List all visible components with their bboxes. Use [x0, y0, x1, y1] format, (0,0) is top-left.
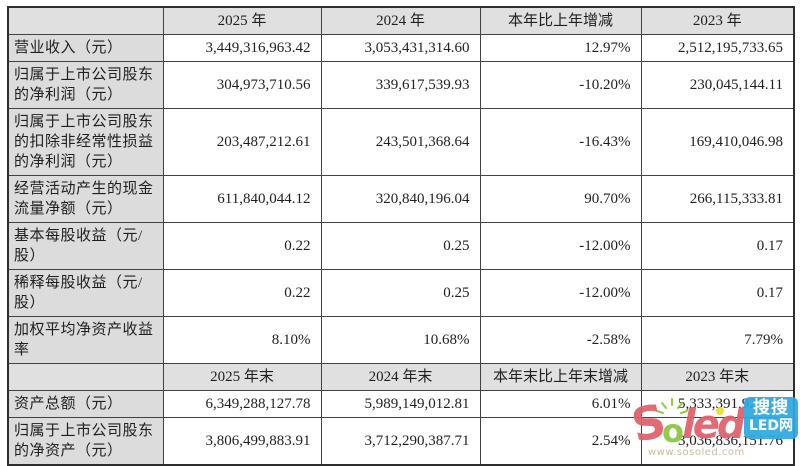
financial-summary-table: 2025 年 2024 年本年比上年增减 2023 年营业收入（元） 3,449,31… [7, 6, 795, 466]
cell-value: 7.79% [640, 316, 795, 364]
column-header: 本年比上年增减 [479, 6, 642, 35]
table-header-row: 2025 年 2024 年本年比上年增减 2023 年 [7, 6, 795, 35]
cell-value: -12.00% [479, 269, 642, 317]
table-row: 基本每股收益（元/股） 0.22 0.25 -12.00% 0.17 [7, 222, 795, 270]
corner-header-cell [7, 363, 164, 391]
cell-value: 3,806,499,883.91 [162, 417, 322, 466]
cell-value: -10.20% [479, 61, 642, 109]
table-row: 归属于上市公司股东的净资产（元） 3,806,499,883.91 3,712,29… [7, 417, 795, 466]
cell-value: 203,487,212.61 [162, 108, 322, 176]
table-row: 营业收入（元） 3,449,316,963.42 3,053,431,314.60 1… [7, 34, 795, 62]
cell-value: 12.97% [479, 34, 642, 62]
row-label: 资产总额（元） [7, 390, 164, 418]
cell-value: 339,617,539.93 [320, 61, 481, 109]
row-label: 归属于上市公司股东的净资产（元） [7, 417, 164, 466]
column-header: 2025 年 [162, 6, 322, 35]
cell-value: 320,840,196.04 [320, 175, 481, 223]
cell-value: 266,115,333.81 [640, 175, 795, 223]
cell-value: 0.22 [162, 222, 322, 270]
cell-value: 5,333,391,923.32 [640, 390, 795, 418]
cell-value: 2,512,195,733.65 [640, 34, 795, 62]
cell-value: 230,045,144.11 [640, 61, 795, 109]
page: 2025 年 2024 年本年比上年增减 2023 年营业收入（元） 3,449,31… [0, 6, 800, 466]
cell-value: 3,053,431,314.60 [320, 34, 481, 62]
column-header: 2023 年末 [640, 363, 795, 391]
cell-value: -2.58% [479, 316, 642, 364]
cell-value: 3,449,316,963.42 [162, 34, 322, 62]
row-label: 加权平均净资产收益率 [7, 316, 164, 364]
cell-value: 304,973,710.56 [162, 61, 322, 109]
table-row: 资产总额（元） 6,349,288,127.78 5,989,149,012.81 6… [7, 390, 795, 418]
column-header: 2024 年末 [320, 363, 481, 391]
table-row: 加权平均净资产收益率 8.10% 10.68% -2.58% 7.79% [7, 316, 795, 364]
cell-value: 169,410,046.98 [640, 108, 795, 176]
cell-value: 2.54% [479, 417, 642, 466]
cell-value: 243,501,368.64 [320, 108, 481, 176]
cell-value: 90.70% [479, 175, 642, 223]
cell-value: 6,349,288,127.78 [162, 390, 322, 418]
row-label: 营业收入（元） [7, 34, 164, 62]
cell-value: 10.68% [320, 316, 481, 364]
cell-value: 0.22 [162, 269, 322, 317]
cell-value: -12.00% [479, 222, 642, 270]
row-label: 基本每股收益（元/股） [7, 222, 164, 270]
cell-value: 0.17 [640, 222, 795, 270]
row-label: 稀释每股收益（元/股） [7, 269, 164, 317]
cell-value: 0.25 [320, 269, 481, 317]
table-row: 归属于上市公司股东的扣除非经常性损益的净利润（元） 203,487,212.61 2… [7, 108, 795, 176]
table-row: 经营活动产生的现金流量净额（元） 611,840,044.12 320,840,19… [7, 175, 795, 223]
row-label: 经营活动产生的现金流量净额（元） [7, 175, 164, 223]
column-header: 2025 年末 [162, 363, 322, 391]
table-row: 归属于上市公司股东的净利润（元） 304,973,710.56 339,617,53… [7, 61, 795, 109]
column-header: 2023 年 [640, 6, 795, 35]
cell-value: 0.17 [640, 269, 795, 317]
corner-header-cell [7, 6, 164, 35]
column-header: 2024 年 [320, 6, 481, 35]
cell-value: 0.25 [320, 222, 481, 270]
cell-value: -16.43% [479, 108, 642, 176]
cell-value: 611,840,044.12 [162, 175, 322, 223]
row-label: 归属于上市公司股东的净利润（元） [7, 61, 164, 109]
table-row: 稀释每股收益（元/股） 0.22 0.25 -12.00% 0.17 [7, 269, 795, 317]
table-header-row: 2025 年末 2024 年末 本年末比上年末增减 2023 年末 [7, 363, 795, 391]
cell-value: 3,712,290,387.71 [320, 417, 481, 466]
column-header: 本年末比上年末增减 [479, 363, 642, 391]
cell-value: 6.01% [479, 390, 642, 418]
cell-value: 8.10% [162, 316, 322, 364]
row-label: 归属于上市公司股东的扣除非经常性损益的净利润（元） [7, 108, 164, 176]
cell-value: 3,036,836,151.76 [640, 417, 795, 466]
cell-value: 5,989,149,012.81 [320, 390, 481, 418]
